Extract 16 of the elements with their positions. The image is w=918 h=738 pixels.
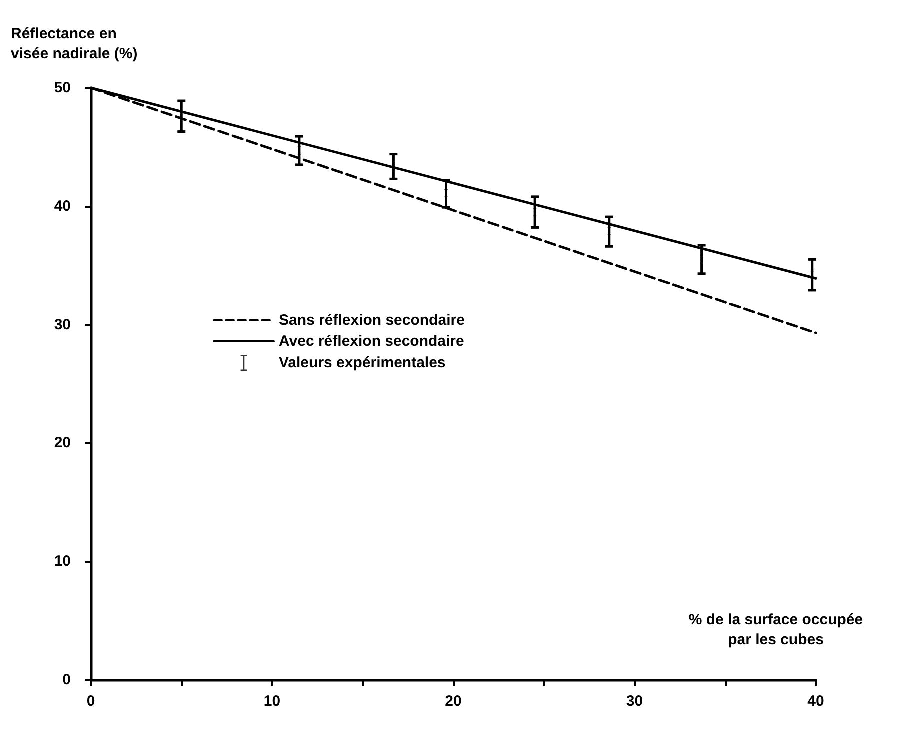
- x-axis-title: % de la surface occupée par les cubes: [688, 612, 864, 648]
- y-tick-label: 40: [54, 198, 71, 215]
- x-tick-label: 20: [445, 693, 462, 710]
- x-tick-label: 10: [264, 693, 281, 710]
- y-tick-label: 10: [54, 553, 71, 570]
- legend-label: Avec réflexion secondaire: [279, 333, 464, 350]
- y-tick-label: 20: [54, 434, 71, 452]
- y-axis-title: Réflectance en visée nadirale (%): [11, 26, 138, 62]
- legend-label: Sans réflexion secondaire: [279, 312, 465, 329]
- x-tick-label: 0: [86, 693, 96, 710]
- x-tick-label: 40: [808, 693, 824, 710]
- legend-label: Valeurs expérimentales: [279, 354, 446, 372]
- y-tick-label: 30: [54, 316, 71, 334]
- y-tick-label: 0: [62, 672, 71, 688]
- y-tick-label: 50: [54, 80, 71, 96]
- x-tick-label: 30: [626, 693, 644, 710]
